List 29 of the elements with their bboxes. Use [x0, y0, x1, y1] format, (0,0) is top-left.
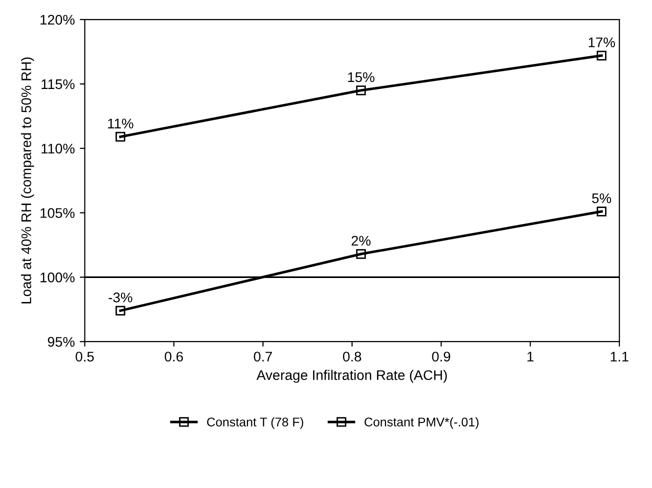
- y-axis-title: Load at 40% RH (compared to 50% RH): [21, 58, 34, 304]
- y-tick-label: 95%: [48, 336, 75, 347]
- point: [356, 86, 366, 96]
- point: [596, 50, 606, 60]
- x-tick-label: 0.9: [432, 352, 450, 362]
- point: [116, 306, 126, 316]
- y-tick-label: 105%: [40, 208, 75, 218]
- point: [596, 206, 606, 216]
- x-tick-label: 0.6: [164, 352, 183, 362]
- annotation: 17%: [588, 38, 615, 48]
- point: [116, 132, 126, 142]
- annotation: 5%: [592, 193, 612, 204]
- legend-label: Constant T (78 F): [207, 417, 304, 429]
- legend-label: Constant PMV*(-.01): [364, 417, 478, 429]
- annotation: -3%: [108, 292, 132, 302]
- x-axis-title: Average Infiltration Rate (ACH): [256, 370, 447, 383]
- x-tick-label: 0.5: [76, 352, 94, 362]
- y-tick-label: 110%: [42, 144, 75, 154]
- y-tick-label: 115%: [42, 79, 75, 90]
- annotation: 11%: [108, 118, 134, 128]
- annotation: 2%: [352, 236, 371, 246]
- x-tick-label: 0.7: [254, 352, 272, 362]
- annotation: 15%: [348, 72, 374, 82]
- y-tick-label: 120%: [40, 14, 75, 25]
- x-tick-label: 1.1: [610, 352, 628, 362]
- y-tick-label: 100%: [40, 272, 75, 282]
- point: [356, 249, 366, 259]
- x-tick-label: 1: [527, 352, 534, 362]
- x-tick-label: 0.8: [342, 352, 362, 362]
